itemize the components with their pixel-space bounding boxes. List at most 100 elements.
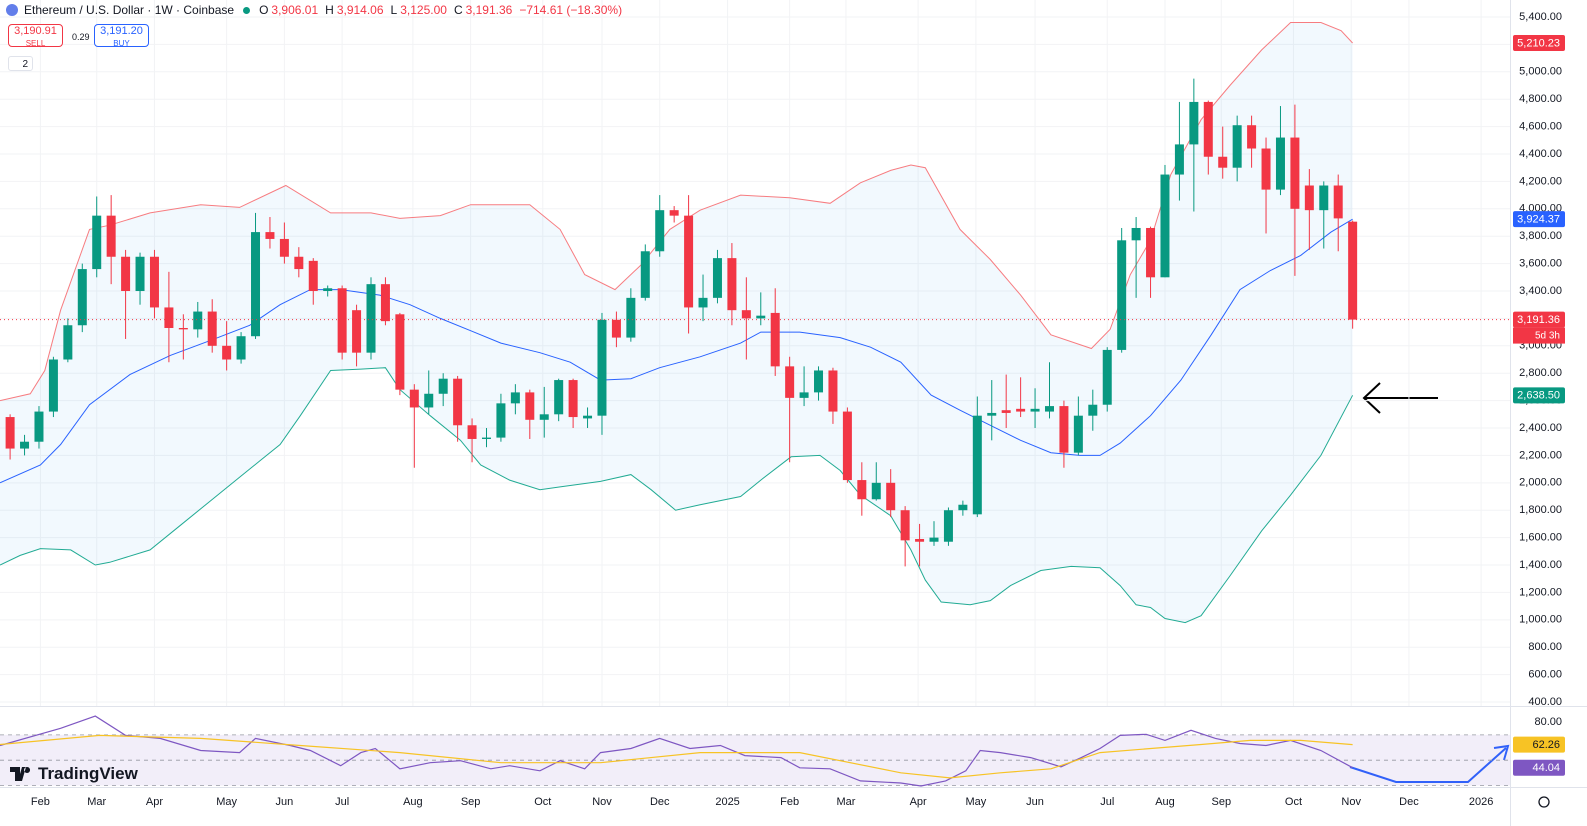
candle-body (1232, 125, 1242, 168)
price-tag-label: 3,924.37 (1517, 214, 1560, 226)
candle-body (1247, 125, 1257, 149)
candle-body (149, 256, 159, 308)
candle-body (1131, 227, 1141, 241)
candle-body (1304, 185, 1314, 211)
ohlc-value: 3,914.06 (336, 3, 384, 17)
candle-body (106, 215, 116, 257)
change: −714.61 (−18.30%) (519, 3, 623, 17)
candle-body (1174, 144, 1184, 175)
logo-mark (10, 767, 31, 781)
candle-body (1160, 174, 1170, 278)
buy-button[interactable]: 3,191.20 BUY (94, 24, 149, 48)
candle-body (915, 538, 925, 542)
candle-body (684, 215, 694, 308)
y-tick-label: 4,200.00 (1519, 175, 1562, 187)
candle-body (1073, 415, 1083, 453)
candle-body (539, 414, 549, 420)
candle-body (121, 256, 131, 292)
ohlc-value: 3,906.01 (271, 3, 319, 17)
candle-body (1275, 137, 1285, 190)
sell-button[interactable]: 3,190.91 SELL (8, 24, 63, 48)
settings-icon[interactable] (1538, 796, 1550, 808)
candle-body (265, 232, 275, 239)
candle-body (438, 378, 448, 394)
x-tick-label: Oct (534, 796, 551, 808)
x-tick-label: Nov (592, 796, 612, 808)
annotation-arrow (1362, 382, 1438, 414)
y-tick-label: 2,000.00 (1519, 477, 1562, 489)
candle-body (1189, 101, 1199, 145)
y-tick-label: 5,000.00 (1519, 66, 1562, 78)
ohlc-key: C (453, 3, 463, 17)
symbol-icon (6, 4, 18, 16)
y-tick-label: 800.00 (1528, 641, 1562, 653)
ohlc-key: O (259, 3, 269, 17)
x-tick-label: Apr (146, 796, 163, 808)
rsi-line (0, 734, 1353, 779)
candle-body (987, 412, 997, 416)
x-tick-label: May (216, 796, 237, 808)
candle-body (583, 415, 593, 419)
x-tick-label: Aug (1155, 796, 1175, 808)
indicators-toggle[interactable]: 2 (8, 56, 33, 71)
candle-body (741, 310, 751, 319)
candle-body (1319, 185, 1329, 211)
x-tick-label: Jun (276, 796, 294, 808)
candle-body (1088, 404, 1098, 416)
trend-path (1349, 747, 1507, 783)
ohlc-value: 3,125.00 (400, 3, 447, 17)
candle-body (279, 238, 289, 257)
candle-body (481, 437, 491, 439)
candle-body (207, 311, 217, 346)
candle-body (453, 378, 463, 426)
x-tick-label: Apr (910, 796, 927, 808)
y-tick-label: 1,800.00 (1519, 504, 1562, 516)
spread: 0.29 (72, 32, 90, 42)
candle-body (1348, 221, 1358, 320)
price-tag (1513, 736, 1565, 753)
candle-body (1333, 185, 1343, 219)
candle-body (727, 258, 737, 311)
candle-body (1059, 406, 1069, 453)
buy-price: 3,191.20 (100, 25, 143, 37)
candle-body (568, 380, 578, 418)
candle-body (222, 345, 232, 360)
y-tick-label: 1,600.00 (1519, 532, 1562, 544)
x-tick-label: Nov (1341, 796, 1361, 808)
logo-shape (10, 767, 31, 781)
sell-price: 3,190.91 (14, 25, 57, 37)
arrow-head (1362, 382, 1381, 414)
buy-label: BUY (113, 39, 130, 48)
ohlc-key: L (390, 3, 398, 17)
x-tick-label: Dec (1399, 796, 1419, 808)
x-tick-label: Feb (31, 796, 50, 808)
band-lower (0, 367, 1354, 624)
logo: TradingView (10, 764, 138, 784)
x-tick-label: Mar (836, 796, 855, 808)
candle-body (900, 510, 910, 541)
candle-body (1016, 408, 1026, 412)
countdown-tag (1513, 327, 1565, 344)
y-tick-label: 3,600.00 (1519, 258, 1562, 270)
candle-body (1030, 408, 1040, 412)
candle-body (424, 393, 434, 408)
candle-body (510, 392, 520, 404)
price-tag-label: 2,638.50 (1517, 390, 1560, 402)
candle-body (337, 288, 347, 353)
logo-text: TradingView (38, 764, 138, 783)
band-fill (0, 22, 1353, 623)
candle-body (63, 325, 73, 360)
candle-body (626, 297, 636, 338)
candle-body (1218, 156, 1228, 168)
candle-body (1261, 148, 1271, 190)
y-tick-label: 5,400.00 (1519, 11, 1562, 23)
x-tick-label: Mar (87, 796, 106, 808)
candle-body (972, 415, 982, 515)
candle-body (842, 411, 852, 481)
price-tag-label: 44.04 (1532, 762, 1560, 774)
y-tick-label: 4,800.00 (1519, 93, 1562, 105)
y-tick-label: 3,800.00 (1519, 230, 1562, 242)
candle-body (251, 232, 261, 337)
